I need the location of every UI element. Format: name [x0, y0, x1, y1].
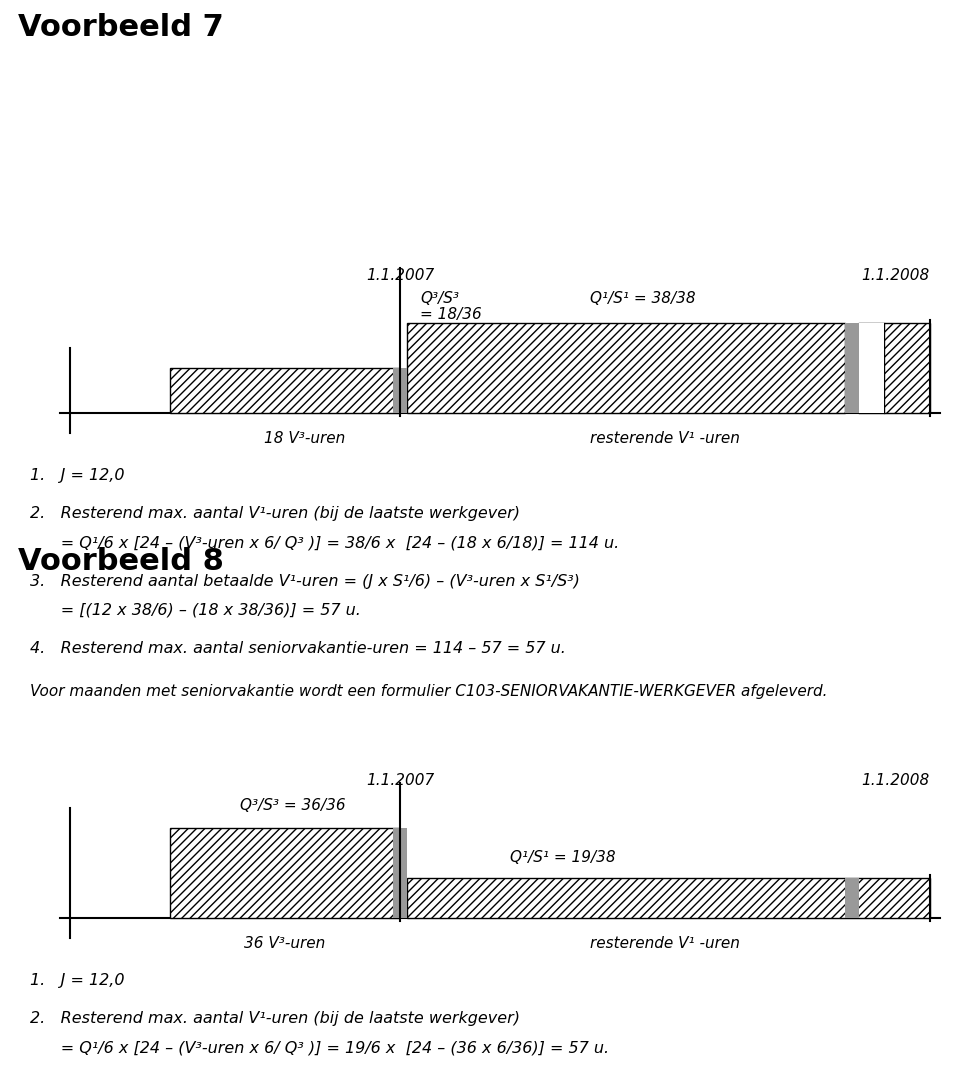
Text: Q¹/S¹ = 19/38: Q¹/S¹ = 19/38: [510, 850, 615, 865]
Text: 4.   Resterend max. aantal seniorvakantie-uren = 114 – 57 = 57 u.: 4. Resterend max. aantal seniorvakantie-…: [30, 641, 565, 656]
Bar: [407, 878, 930, 918]
Text: = Q¹/6 x [24 – (V³-uren x 6/ Q³ )] = 19/6 x  [24 – (36 x 6/36)] = 57 u.: = Q¹/6 x [24 – (V³-uren x 6/ Q³ )] = 19/…: [30, 1040, 610, 1055]
Text: 2.   Resterend max. aantal V¹-uren (bij de laatste werkgever): 2. Resterend max. aantal V¹-uren (bij de…: [30, 506, 520, 521]
Text: 36 V³-uren: 36 V³-uren: [245, 936, 325, 951]
Bar: [407, 323, 845, 413]
Bar: [884, 323, 930, 413]
Text: resterende V¹ -uren: resterende V¹ -uren: [590, 936, 740, 951]
Bar: [845, 878, 859, 918]
Bar: [393, 368, 407, 413]
Text: Voorbeeld 8: Voorbeeld 8: [18, 547, 224, 576]
Text: = [(12 x 38/6) – (18 x 38/36)] = 57 u.: = [(12 x 38/6) – (18 x 38/36)] = 57 u.: [30, 602, 361, 617]
Text: 1.1.2007: 1.1.2007: [366, 268, 434, 283]
Text: 2.   Resterend max. aantal V¹-uren (bij de laatste werkgever): 2. Resterend max. aantal V¹-uren (bij de…: [30, 1012, 520, 1027]
Text: Voor maanden met seniorvakantie wordt een formulier C103-SENIORVAKANTIE-WERKGEVE: Voor maanden met seniorvakantie wordt ee…: [30, 684, 828, 699]
Text: 1.1.2008: 1.1.2008: [862, 773, 930, 788]
Text: Q³/S³: Q³/S³: [420, 291, 459, 306]
Text: Q³/S³ = 36/36: Q³/S³ = 36/36: [240, 798, 346, 813]
Bar: [170, 368, 400, 413]
Text: 1.   J = 12,0: 1. J = 12,0: [30, 973, 125, 988]
Text: 1.1.2007: 1.1.2007: [366, 773, 434, 788]
Text: 18 V³-uren: 18 V³-uren: [264, 431, 346, 446]
Bar: [859, 323, 884, 413]
Text: = Q¹/6 x [24 – (V³-uren x 6/ Q³ )] = 38/6 x  [24 – (18 x 6/18)] = 114 u.: = Q¹/6 x [24 – (V³-uren x 6/ Q³ )] = 38/…: [30, 535, 619, 550]
Text: resterende V¹ -uren: resterende V¹ -uren: [590, 431, 740, 446]
Bar: [845, 323, 859, 413]
Text: Voorbeeld 7: Voorbeeld 7: [18, 13, 224, 42]
Text: 1.   J = 12,0: 1. J = 12,0: [30, 468, 125, 483]
Text: = 18/36: = 18/36: [420, 307, 482, 322]
Text: Q¹/S¹ = 38/38: Q¹/S¹ = 38/38: [590, 291, 696, 306]
Bar: [393, 828, 407, 918]
Text: 3.   Resterend aantal betaalde V¹-uren = (J x S¹/6) – (V³-uren x S¹/S³): 3. Resterend aantal betaalde V¹-uren = (…: [30, 574, 580, 589]
Text: 1.1.2008: 1.1.2008: [862, 268, 930, 283]
Bar: [170, 828, 400, 918]
